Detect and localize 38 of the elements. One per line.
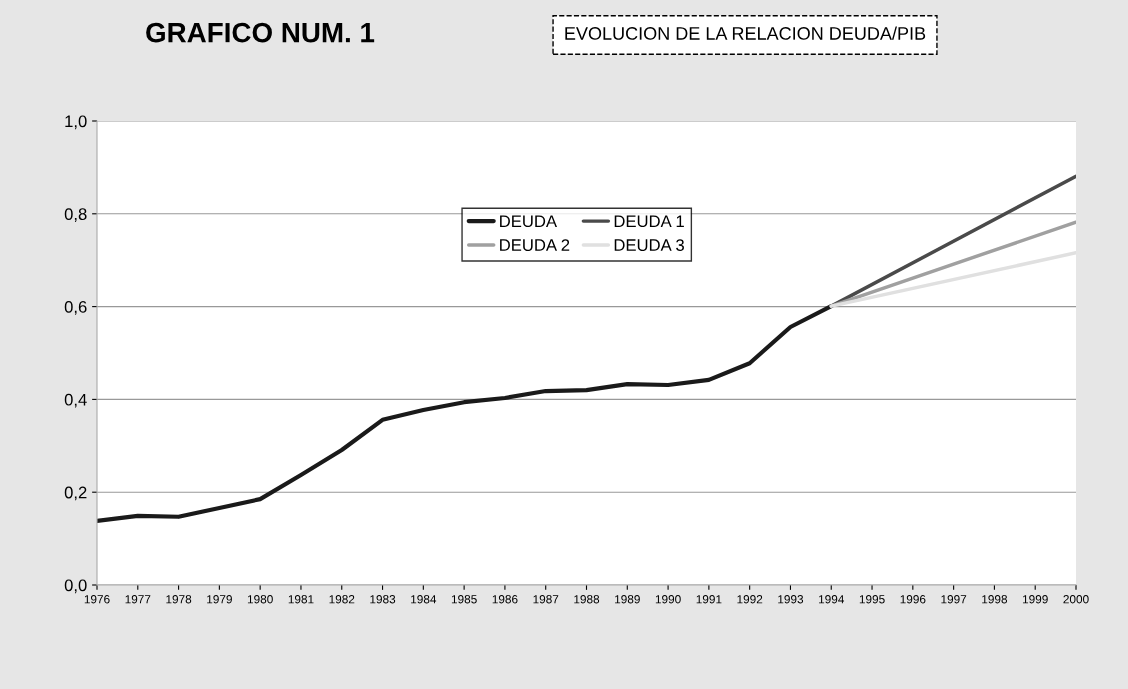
- x-tick-label: 1977: [125, 595, 151, 604]
- x-tick-label: 1983: [370, 595, 396, 604]
- y-tick-label: 0,0: [64, 579, 87, 594]
- x-tick-label: 1982: [329, 595, 355, 604]
- legend-label: DEUDA: [500, 215, 558, 228]
- x-tick-label: 1996: [900, 595, 926, 604]
- chart-subtitle: EVOLUCION DE LA RELACION DEUDA/PIB: [565, 26, 926, 40]
- x-tick-label: 1990: [655, 595, 681, 604]
- x-tick-label: 1993: [778, 595, 804, 604]
- x-tick-label: 1979: [207, 595, 232, 604]
- x-tick-label: 1999: [1022, 595, 1048, 604]
- legend-label: DEUDA 3: [614, 239, 684, 251]
- x-tick-label: 1991: [696, 595, 722, 604]
- x-tick-label: 1992: [737, 595, 763, 604]
- x-tick-label: 2000: [1063, 595, 1089, 604]
- x-tick-label: 1980: [247, 595, 273, 604]
- y-tick-label: 0,4: [64, 393, 87, 408]
- x-tick-label: 1998: [982, 595, 1008, 604]
- x-tick-label: 1978: [166, 595, 192, 604]
- line-series: [97, 304, 834, 524]
- x-tick-label: 1976: [84, 595, 110, 604]
- legend-label: DEUDA 2: [500, 239, 570, 251]
- chart-title: GRAFICO NUM. 1: [146, 22, 375, 43]
- x-tick-label: 1986: [492, 595, 518, 604]
- y-tick-label: 0,2: [64, 486, 87, 501]
- x-tick-label: 1985: [451, 595, 477, 604]
- x-tick-label: 1995: [859, 595, 885, 604]
- x-tick-label: 1984: [411, 595, 437, 604]
- x-tick-label: 1988: [574, 595, 600, 604]
- x-tick-label: 1981: [288, 595, 314, 604]
- y-tick-label: 0,8: [64, 208, 87, 222]
- x-tick-label: 1989: [615, 595, 640, 604]
- x-tick-label: 1997: [941, 595, 967, 604]
- x-tick-label: 1987: [533, 595, 559, 604]
- y-tick-label: 0,6: [64, 301, 87, 315]
- x-tick-label: 1994: [819, 595, 845, 604]
- y-tick-label: 1,0: [65, 115, 87, 130]
- legend-label: DEUDA 1: [614, 215, 684, 228]
